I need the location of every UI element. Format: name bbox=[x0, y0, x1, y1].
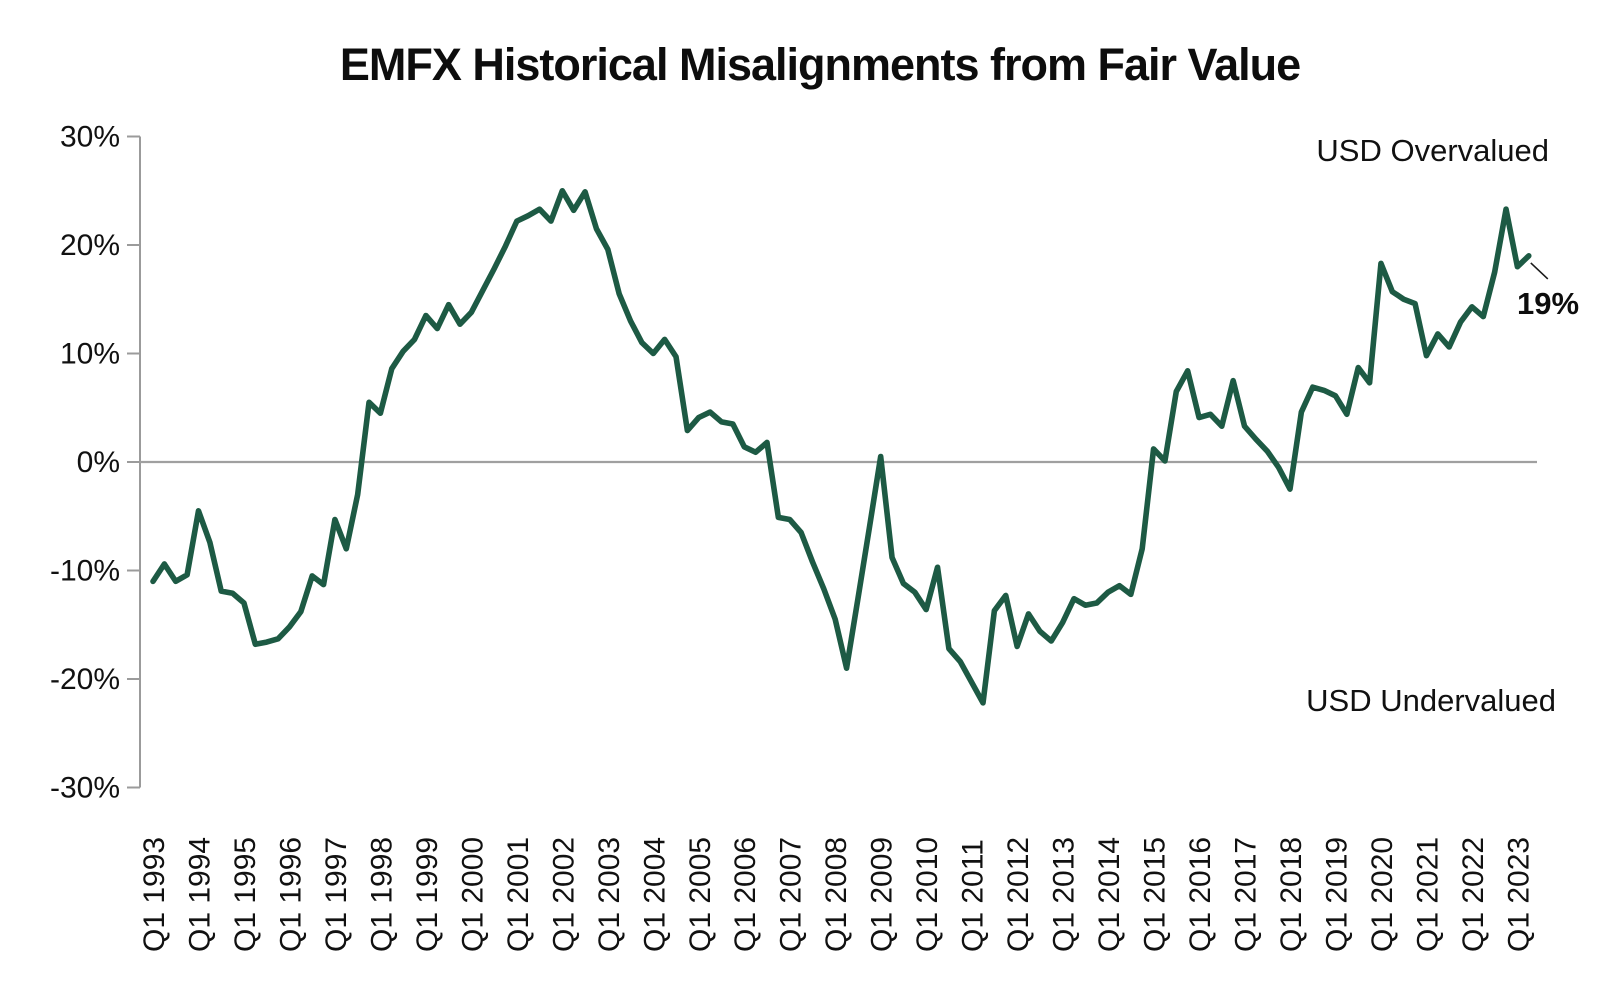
x-tick-label: Q1 1993 bbox=[138, 837, 171, 952]
y-tick-label: -10% bbox=[50, 555, 120, 588]
x-tick-label: Q1 2016 bbox=[1184, 837, 1217, 952]
chart-title: EMFX Historical Misalignments from Fair … bbox=[340, 39, 1300, 90]
y-axis: 30% 20% 10% 0% -10% -20% -30% bbox=[50, 121, 141, 805]
x-tick-label: Q1 2007 bbox=[775, 837, 808, 952]
emfx-line-series bbox=[150, 187, 1532, 706]
x-tick-label: Q1 2015 bbox=[1139, 837, 1172, 952]
x-tick-label: Q1 2012 bbox=[1002, 837, 1035, 952]
x-tick-label: Q1 1996 bbox=[274, 837, 307, 952]
callout-line bbox=[1530, 262, 1549, 280]
x-tick-label: Q1 1998 bbox=[365, 837, 398, 952]
x-tick-label: Q1 1999 bbox=[411, 837, 444, 952]
y-tick-label: -30% bbox=[50, 772, 120, 805]
x-tick-label: Q1 2019 bbox=[1320, 837, 1353, 952]
last-value-label: 19% bbox=[1517, 286, 1579, 321]
plot-area bbox=[140, 187, 1537, 706]
x-tick-label: Q1 2023 bbox=[1502, 837, 1535, 952]
x-tick-label: Q1 2004 bbox=[638, 837, 671, 952]
x-tick-label: Q1 2010 bbox=[911, 837, 944, 952]
x-axis: Q1 1993 Q1 1994 Q1 1995 Q1 1996 Q1 1997 Q1 19… bbox=[138, 837, 1535, 952]
y-tick-label: 10% bbox=[60, 338, 120, 371]
x-tick-label: Q1 2008 bbox=[820, 837, 853, 952]
x-tick-label: Q1 2001 bbox=[502, 837, 535, 952]
x-tick-label: Q1 2020 bbox=[1366, 837, 1399, 952]
x-tick-label: Q1 2018 bbox=[1275, 837, 1308, 952]
x-tick-label: Q1 2011 bbox=[957, 839, 990, 952]
x-tick-label: Q1 2000 bbox=[456, 837, 489, 952]
x-tick-label: Q1 2003 bbox=[593, 837, 626, 952]
x-tick-label: Q1 2014 bbox=[1093, 837, 1126, 952]
y-tick-label: 30% bbox=[60, 121, 120, 154]
x-tick-label: Q1 2017 bbox=[1230, 837, 1263, 952]
x-tick-label: Q1 2013 bbox=[1048, 837, 1081, 952]
x-tick-label: Q1 1995 bbox=[229, 837, 262, 952]
x-tick-label: Q1 2006 bbox=[729, 837, 762, 952]
x-tick-label: Q1 2002 bbox=[547, 837, 580, 952]
x-tick-label: Q1 2021 bbox=[1411, 837, 1444, 952]
annotation-usd-overvalued: USD Overvalued bbox=[1316, 133, 1549, 168]
y-tick-label: 20% bbox=[60, 229, 120, 262]
x-tick-label: Q1 1997 bbox=[320, 837, 353, 952]
y-tick-label: 0% bbox=[77, 446, 120, 479]
x-tick-label: Q1 2009 bbox=[866, 837, 899, 952]
x-tick-label: Q1 2005 bbox=[684, 837, 717, 952]
annotation-usd-undervalued: USD Undervalued bbox=[1306, 683, 1556, 718]
x-tick-label: Q1 1994 bbox=[183, 837, 216, 952]
y-tick-label: -20% bbox=[50, 663, 120, 696]
x-tick-label: Q1 2022 bbox=[1457, 837, 1490, 952]
